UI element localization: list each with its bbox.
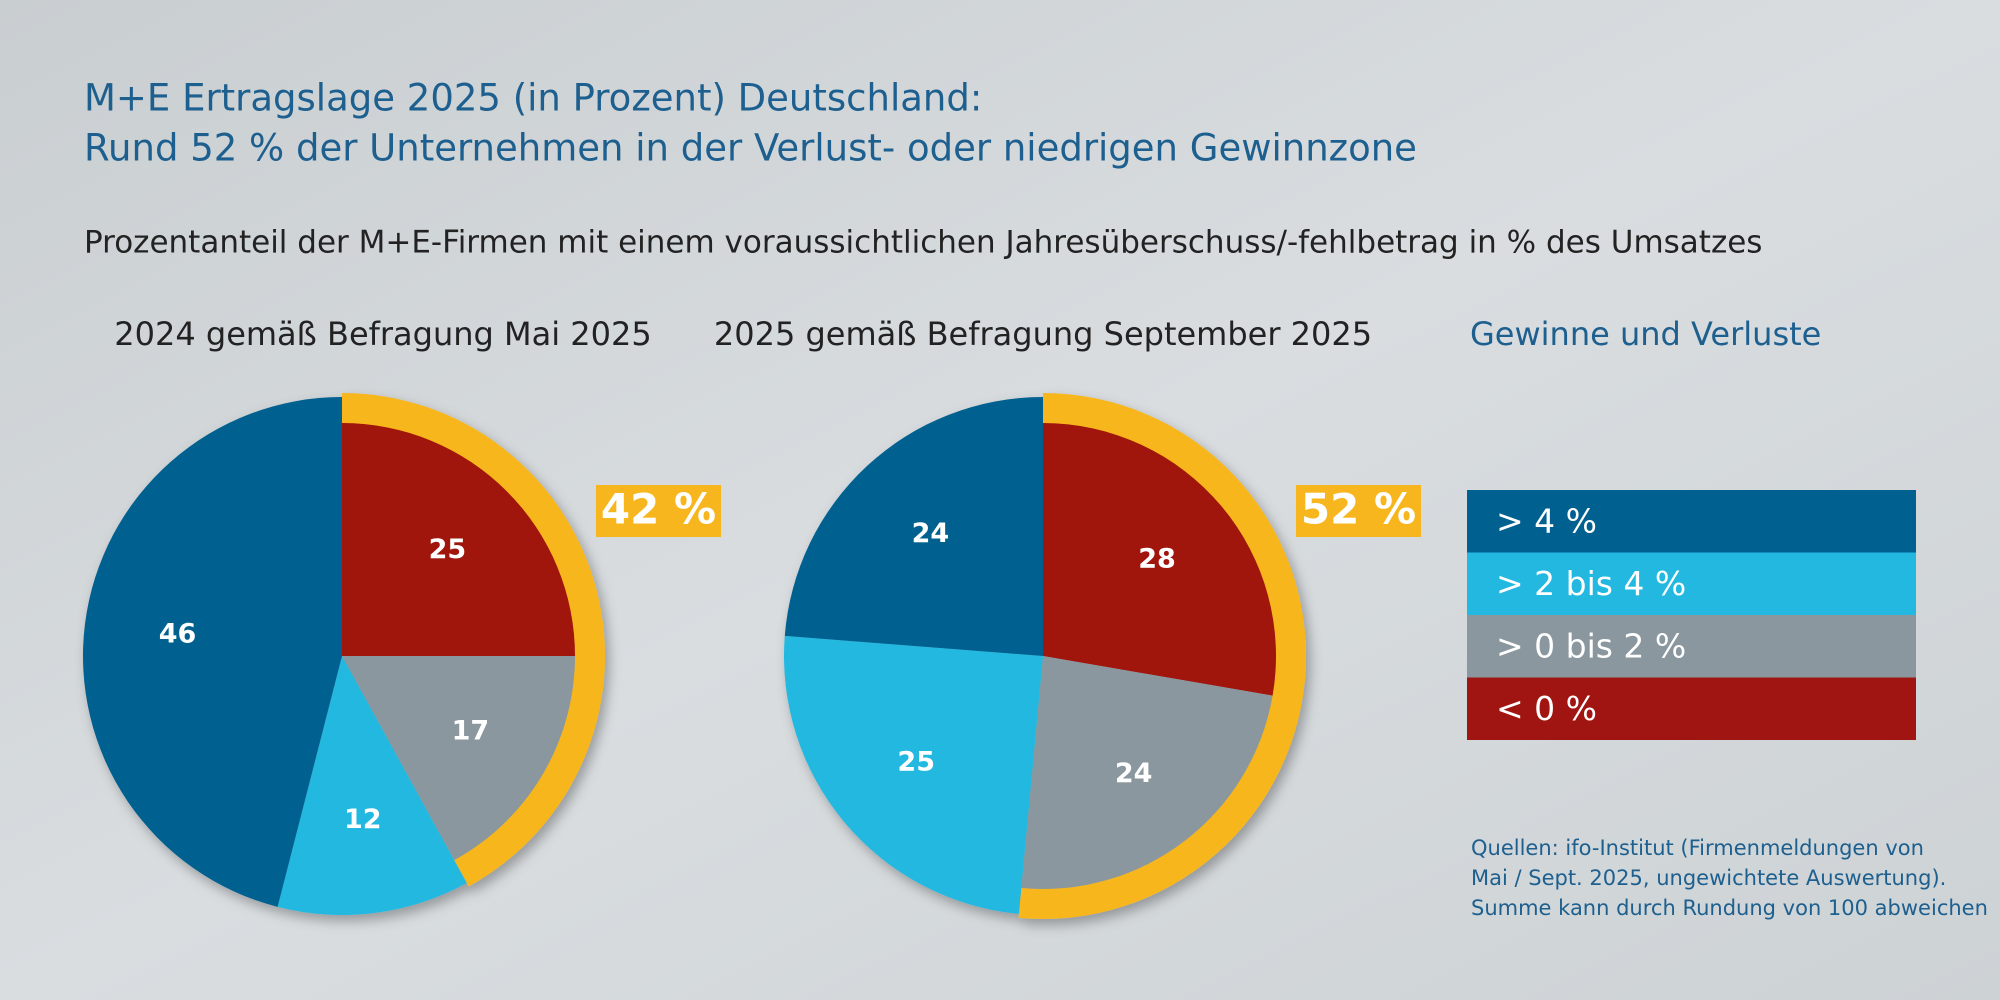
legend-title: Gewinne und Verluste	[1470, 315, 1821, 353]
legend-swatch	[1467, 552, 1916, 615]
pie-slice	[277, 656, 467, 915]
source-line: Summe kann durch Rundung von 100 abweich…	[1471, 896, 1988, 920]
value-label: 25	[429, 534, 467, 565]
legend-label: > 2 bis 4 %	[1496, 564, 1686, 603]
value-label: 24	[1115, 758, 1153, 789]
title-line: Rund 52 % der Unternehmen in der Verlust…	[84, 127, 1417, 170]
pie-slice	[784, 635, 1043, 914]
value-label: 46	[159, 619, 197, 650]
pie	[784, 393, 1307, 920]
value-label: 17	[452, 715, 490, 746]
value-label: 28	[1138, 543, 1176, 574]
legend: > 4 % > 2 bis 4 % > 0 bis 2 % < 0 %	[1467, 490, 1916, 740]
title-line: M+E Ertragslage 2025 (in Prozent) Deutsc…	[84, 77, 982, 120]
pie-slice	[1043, 423, 1276, 696]
legend-label: < 0 %	[1496, 689, 1597, 728]
pie-title: 2024 gemäß Befragung Mai 2025	[114, 315, 651, 353]
value-label: 12	[344, 804, 382, 835]
annotation-box	[1296, 485, 1421, 537]
pie-slice	[1021, 656, 1273, 890]
annotation: 52 %	[1301, 485, 1416, 534]
legend-swatch	[1467, 677, 1916, 740]
source-line: Quellen: ifo-Institut (Firmenmeldungen v…	[1471, 836, 1924, 860]
value-label: 25	[897, 746, 935, 777]
legend-swatch	[1467, 615, 1916, 678]
annotation-box	[596, 485, 721, 537]
legend-swatch	[1467, 490, 1916, 553]
pie-title: 2025 gemäß Befragung September 2025	[714, 315, 1372, 353]
source-line: Mai / Sept. 2025, ungewichtete Auswertun…	[1471, 866, 1946, 890]
value-label: 24	[912, 518, 950, 549]
highlight-ring	[342, 393, 605, 887]
pie-slice	[83, 397, 342, 907]
pie-slice	[342, 656, 575, 861]
pie-slice	[342, 423, 575, 656]
legend-label: > 4 %	[1496, 502, 1597, 541]
pie	[83, 393, 605, 915]
pie-slice	[784, 397, 1043, 656]
legend-label: > 0 bis 2 %	[1496, 627, 1686, 666]
annotation: 42 %	[601, 485, 716, 534]
subtitle: Prozentanteil der M+E-Firmen mit einem v…	[84, 225, 1762, 261]
